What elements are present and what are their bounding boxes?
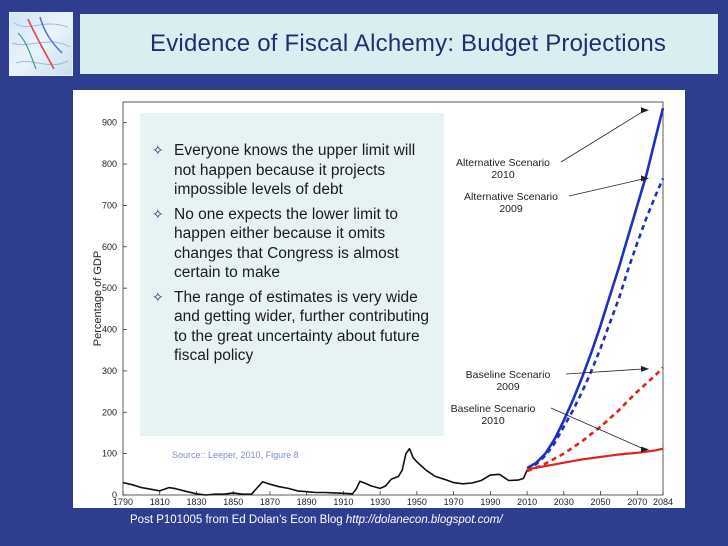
logo-graphic: [11, 16, 71, 70]
y-tick-label: 700: [102, 200, 117, 210]
diamond-bullet-icon: ✧: [152, 288, 164, 305]
y-tick-label: 600: [102, 242, 117, 252]
diamond-bullet-icon: ✧: [152, 205, 164, 222]
slide-title: Evidence of Fiscal Alchemy: Budget Proje…: [150, 30, 667, 57]
x-tick-label: 1830: [186, 497, 206, 507]
x-tick-label: 2030: [554, 497, 574, 507]
y-tick-label: 400: [102, 325, 117, 335]
y-tick-label: 300: [102, 366, 117, 376]
chart-series: [122, 107, 665, 496]
y-tick-label: 100: [102, 449, 117, 459]
annotation-label: Baseline Scenario: [466, 369, 551, 381]
bullet-text: No one expects the lower limit to happen…: [174, 205, 399, 282]
alt-scenario-2009-line: [526, 177, 665, 472]
annotation-year: 2009: [496, 381, 520, 393]
title-bar: Evidence of Fiscal Alchemy: Budget Proje…: [80, 14, 718, 74]
chart-svg: 0 100 200 300 400 500 600 700 800 900 1790 1810 1830…: [92, 101, 673, 507]
bullet-item: ✧ No one expects the lower limit to happ…: [152, 205, 434, 283]
x-tick-label: 1970: [444, 497, 464, 507]
bullet-item: ✧ The range of estimates is very wide an…: [152, 288, 434, 366]
annotation-label: Baseline Scenario: [451, 403, 536, 415]
x-tick-label: 1950: [407, 497, 427, 507]
bullet-text: The range of estimates is very wide and …: [174, 288, 430, 365]
footer: Post P101005 from Ed Dolan’s Econ Blog h…: [130, 514, 503, 526]
y-tick-label: 0: [112, 490, 117, 500]
y-tick-label: 900: [102, 118, 117, 128]
diamond-bullet-icon: ✧: [152, 142, 164, 158]
y-tick-label: 200: [102, 407, 117, 417]
annotation-arrow-head: [641, 175, 649, 182]
plot-frame: [122, 101, 664, 496]
x-tick-label: 2070: [627, 497, 647, 507]
x-tick-label: 1910: [333, 497, 353, 507]
annotation-label: Alternative Scenario: [456, 157, 550, 169]
x-tick-label: 2010: [517, 497, 537, 507]
bullet-panel: ✧ Everyone knows the upper limit will no…: [140, 113, 444, 436]
annotation-year: 2010: [491, 169, 515, 181]
x-tick-label: 1930: [370, 497, 390, 507]
annotation-year: 2010: [481, 415, 505, 427]
annotation-arrow-head: [641, 107, 649, 114]
annotation-arrow-line: [565, 368, 646, 375]
annotation-label: Alternative Scenario: [464, 191, 558, 203]
historical-debt-line: [122, 447, 528, 496]
bullet-item: ✧ Everyone knows the upper limit will no…: [152, 141, 434, 200]
x-tick-label: 2084: [653, 497, 673, 507]
chart-axes: 0 100 200 300 400 500 600 700 800 900 1790 1810 1830…: [92, 101, 673, 507]
blog-logo: [9, 12, 73, 76]
y-tick-label: 500: [102, 283, 117, 293]
x-tick-label: 1990: [480, 497, 500, 507]
x-tick-label: 2050: [591, 497, 611, 507]
footer-link[interactable]: http://dolanecon.blogspot.com/: [345, 514, 503, 526]
y-axis-label: Percentage of GDP: [92, 251, 104, 346]
y-tick-label: 800: [102, 159, 117, 169]
baseline-2010-line: [526, 447, 664, 471]
bullet-list: ✧ Everyone knows the upper limit will no…: [140, 113, 444, 366]
alt-scenario-2010-line: [526, 107, 665, 470]
x-tick-label: 1790: [113, 497, 133, 507]
x-tick-label: 1890: [297, 497, 317, 507]
annotation-arrow-head: [641, 446, 649, 453]
annotation-arrow-line: [550, 407, 646, 450]
x-tick-label: 1850: [223, 497, 243, 507]
baseline-2009-line: [526, 366, 664, 473]
annotation-year: 2009: [499, 203, 523, 215]
bullet-text: Everyone knows the upper limit will not …: [174, 142, 416, 198]
annotation-arrow-line: [560, 109, 646, 163]
annotation-arrow-head: [641, 365, 649, 372]
annotation-arrow-line: [568, 178, 646, 197]
source-note: Source:: Leeper, 2010, Figure 8: [172, 450, 299, 460]
x-tick-label: 1810: [150, 497, 170, 507]
x-tick-label: 1870: [260, 497, 280, 507]
footer-text: Post P101005 from Ed Dolan’s Econ Blog: [130, 514, 346, 526]
